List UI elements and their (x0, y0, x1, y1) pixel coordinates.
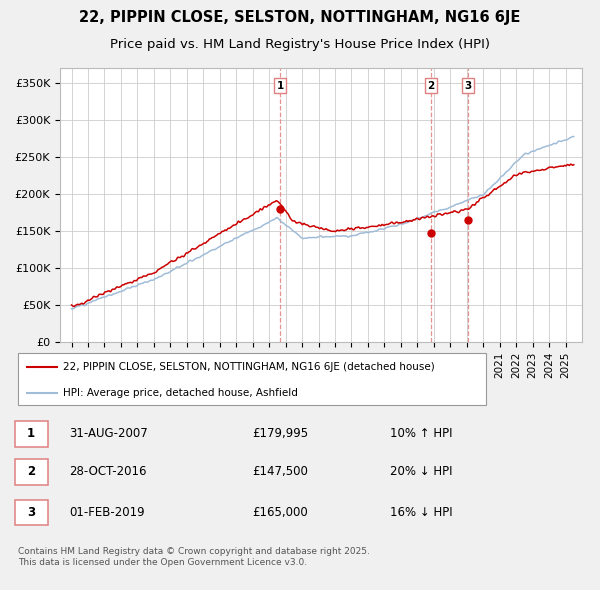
Text: 3: 3 (27, 506, 35, 519)
Text: 20% ↓ HPI: 20% ↓ HPI (390, 466, 452, 478)
Text: HPI: Average price, detached house, Ashfield: HPI: Average price, detached house, Ashf… (63, 388, 298, 398)
Text: 28-OCT-2016: 28-OCT-2016 (69, 466, 146, 478)
Text: 2: 2 (27, 466, 35, 478)
Text: £179,995: £179,995 (252, 427, 308, 440)
Text: £165,000: £165,000 (252, 506, 308, 519)
Text: 31-AUG-2007: 31-AUG-2007 (69, 427, 148, 440)
FancyBboxPatch shape (15, 459, 48, 484)
Text: Contains HM Land Registry data © Crown copyright and database right 2025.
This d: Contains HM Land Registry data © Crown c… (18, 548, 370, 567)
Text: 22, PIPPIN CLOSE, SELSTON, NOTTINGHAM, NG16 6JE (detached house): 22, PIPPIN CLOSE, SELSTON, NOTTINGHAM, N… (63, 362, 435, 372)
Text: 01-FEB-2019: 01-FEB-2019 (69, 506, 145, 519)
Text: Price paid vs. HM Land Registry's House Price Index (HPI): Price paid vs. HM Land Registry's House … (110, 38, 490, 51)
Text: 3: 3 (464, 81, 472, 91)
FancyBboxPatch shape (15, 421, 48, 447)
Text: 22, PIPPIN CLOSE, SELSTON, NOTTINGHAM, NG16 6JE: 22, PIPPIN CLOSE, SELSTON, NOTTINGHAM, N… (79, 10, 521, 25)
Text: 10% ↑ HPI: 10% ↑ HPI (390, 427, 452, 440)
Text: 16% ↓ HPI: 16% ↓ HPI (390, 506, 452, 519)
Text: £147,500: £147,500 (252, 466, 308, 478)
FancyBboxPatch shape (15, 500, 48, 525)
FancyBboxPatch shape (18, 353, 486, 405)
Text: 1: 1 (27, 427, 35, 440)
Text: 1: 1 (277, 81, 284, 91)
Text: 2: 2 (427, 81, 434, 91)
